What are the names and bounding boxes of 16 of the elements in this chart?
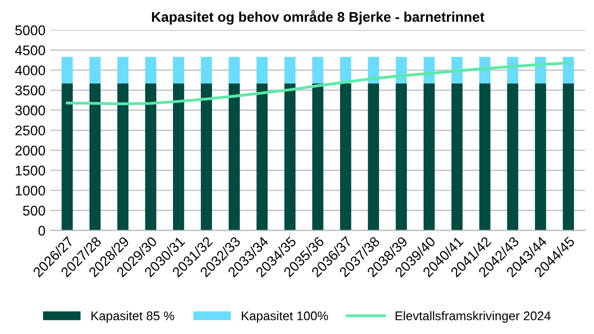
- y-tick-label: 2000: [15, 146, 46, 156]
- chart-title: Kapasitet og behov område 8 Bjerke - barnetrinnet: [152, 10, 484, 25]
- line-series: [66, 62, 570, 106]
- y-tick-label: 500: [23, 206, 46, 216]
- y-tick-label: 3500: [15, 86, 46, 96]
- y-tick-label: 1500: [16, 166, 46, 176]
- y-tick-label: 4000: [15, 65, 46, 76]
- y-tick-label: 4500: [15, 45, 46, 56]
- y-tick-label: 2500: [15, 126, 46, 136]
- legend-label: Kapasitet 85 %: [92, 311, 174, 323]
- y-tick-label: 3000: [15, 106, 46, 116]
- legend-label: Elevtallsframskrivinger 2024: [396, 311, 551, 323]
- y-tick-label: 1000: [16, 186, 46, 196]
- y-tick-label: 5000: [15, 25, 46, 36]
- legend-label: Kapasitet 100%: [242, 311, 328, 323]
- y-tick-label: 0: [38, 226, 46, 236]
